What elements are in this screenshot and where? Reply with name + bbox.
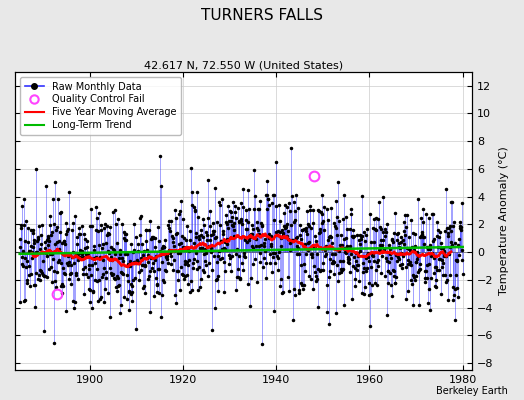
Title: 42.617 N, 72.550 W (United States): 42.617 N, 72.550 W (United States) — [144, 61, 343, 71]
Y-axis label: Temperature Anomaly (°C): Temperature Anomaly (°C) — [499, 146, 509, 295]
Text: TURNERS FALLS: TURNERS FALLS — [201, 8, 323, 23]
Legend: Raw Monthly Data, Quality Control Fail, Five Year Moving Average, Long-Term Tren: Raw Monthly Data, Quality Control Fail, … — [20, 77, 181, 135]
Text: Berkeley Earth: Berkeley Earth — [436, 386, 508, 396]
